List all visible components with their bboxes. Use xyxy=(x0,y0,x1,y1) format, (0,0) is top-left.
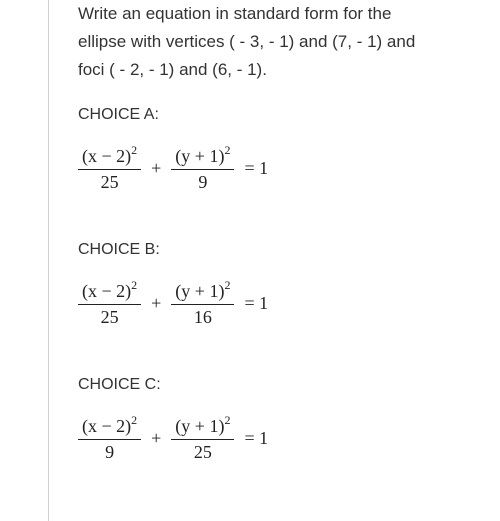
fraction: (y + 1)2 25 xyxy=(171,414,234,463)
question-line-2: ellipse with vertices ( - 3, - 1) and (7… xyxy=(78,32,415,51)
fraction: (x − 2)2 25 xyxy=(78,144,141,193)
choice-b-block: CHOICE B: (x − 2)2 25 + (y + 1)2 16 = 1 xyxy=(78,241,460,328)
denominator: 25 xyxy=(97,305,123,328)
numerator: (x − 2)2 xyxy=(78,414,141,439)
question-text: Write an equation in standard form for t… xyxy=(78,0,460,84)
plus-operator: + xyxy=(141,158,171,179)
choice-c-block: CHOICE C: (x − 2)2 9 + (y + 1)2 25 = 1 xyxy=(78,376,460,463)
numerator: (x − 2)2 xyxy=(78,144,141,169)
choice-c-equation: (x − 2)2 9 + (y + 1)2 25 = 1 xyxy=(78,414,460,463)
choice-a-label: CHOICE A: xyxy=(78,106,460,124)
denominator: 16 xyxy=(190,305,216,328)
choice-b-equation: (x − 2)2 25 + (y + 1)2 16 = 1 xyxy=(78,279,460,328)
numerator: (x − 2)2 xyxy=(78,279,141,304)
choice-a-block: CHOICE A: (x − 2)2 25 + (y + 1)2 9 = 1 xyxy=(78,106,460,193)
fraction: (y + 1)2 9 xyxy=(171,144,234,193)
equals-rhs: = 1 xyxy=(234,428,278,449)
choice-c-label: CHOICE C: xyxy=(78,376,460,394)
question-line-1: Write an equation in standard form for t… xyxy=(78,4,391,23)
equals-rhs: = 1 xyxy=(234,293,278,314)
content-region: Write an equation in standard form for t… xyxy=(0,0,500,463)
fraction: (x − 2)2 25 xyxy=(78,279,141,328)
denominator: 9 xyxy=(101,440,118,463)
numerator: (y + 1)2 xyxy=(171,144,234,169)
numerator: (y + 1)2 xyxy=(171,414,234,439)
question-line-3: foci ( - 2, - 1) and (6, - 1). xyxy=(78,60,267,79)
numerator: (y + 1)2 xyxy=(171,279,234,304)
denominator: 25 xyxy=(97,170,123,193)
denominator: 9 xyxy=(194,170,211,193)
denominator: 25 xyxy=(190,440,216,463)
equals-rhs: = 1 xyxy=(234,158,278,179)
fraction: (x − 2)2 9 xyxy=(78,414,141,463)
choice-a-equation: (x − 2)2 25 + (y + 1)2 9 = 1 xyxy=(78,144,460,193)
plus-operator: + xyxy=(141,293,171,314)
fraction: (y + 1)2 16 xyxy=(171,279,234,328)
divider xyxy=(48,0,49,521)
choice-b-label: CHOICE B: xyxy=(78,241,460,259)
plus-operator: + xyxy=(141,428,171,449)
